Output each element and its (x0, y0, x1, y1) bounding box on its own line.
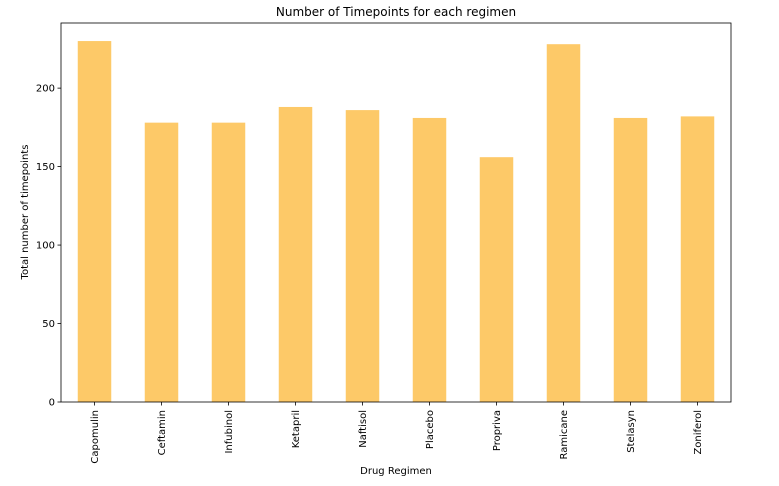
x-axis-label: Drug Regimen (360, 466, 432, 477)
x-tick-label: Capomulin (90, 410, 101, 464)
y-axis-label: Total number of timepoints (20, 145, 31, 281)
x-tick-label: Ketapril (291, 410, 302, 448)
bar-ceftamin (144, 122, 179, 403)
y-tick-label: 100 (36, 241, 55, 252)
x-tick-label: Ceftamin (157, 410, 168, 455)
bar-ketapril (278, 106, 313, 403)
x-tick-label: Placebo (425, 410, 436, 449)
bar-capomulin (77, 41, 112, 403)
x-tick-label: Infubinol (224, 410, 235, 454)
bar-ramicane (546, 44, 581, 402)
y-tick-label: 0 (49, 398, 55, 409)
x-tick-label: Naftisol (358, 410, 369, 448)
x-tick-label: Stelasyn (626, 410, 637, 453)
bar-infubinol (211, 122, 246, 403)
bar-zoniferol (680, 116, 715, 402)
y-tick-label: 150 (36, 162, 55, 173)
x-tick-label: Ramicane (559, 410, 570, 460)
x-tick-label: Propriva (492, 410, 503, 451)
plot-area: Capomulin Ceftamin Infubinol Ketapril Naftis… (36, 41, 715, 464)
bar-stelasyn (613, 117, 648, 402)
bar-propriva (479, 157, 514, 402)
bar-naftisol (345, 110, 380, 402)
y-tick-label: 50 (42, 319, 55, 330)
y-tick-label: 200 (36, 84, 55, 95)
x-tick-label: Zoniferol (693, 410, 704, 455)
bar-placebo (412, 117, 447, 402)
chart-title: Number of Timepoints for each regimen (276, 5, 516, 19)
plot-frame (60, 22, 732, 403)
